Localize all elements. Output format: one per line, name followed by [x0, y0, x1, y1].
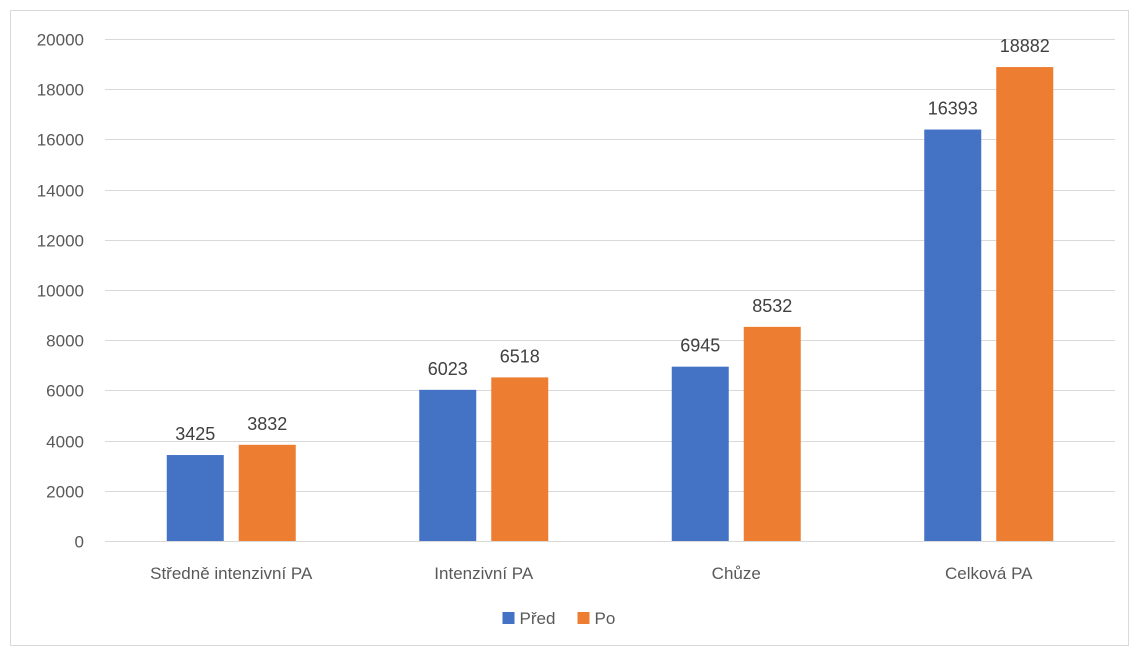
x-category-label: Celková PA: [945, 564, 1033, 583]
y-tick-label: 4000: [46, 433, 84, 452]
x-category-label: Středně intenzivní PA: [150, 564, 313, 583]
data-label: 8532: [752, 296, 792, 316]
y-tick-label: 6000: [46, 382, 84, 401]
bar-Před-0: [166, 455, 224, 541]
bar-Před-1: [419, 389, 477, 541]
y-tick-label: 2000: [46, 483, 84, 502]
x-axis: Středně intenzivní PA Intenzivní PA Chůze C…: [150, 564, 1033, 583]
legend-swatch-Před: [502, 612, 515, 624]
data-label: 6518: [500, 346, 540, 366]
y-tick-label: 12000: [37, 232, 84, 251]
y-tick-label: 18000: [37, 81, 84, 100]
data-label: 3832: [247, 414, 287, 434]
bar-Před-3: [924, 129, 982, 541]
data-label: 6023: [428, 359, 468, 379]
bar-Po-1: [491, 377, 549, 541]
data-label: 6945: [680, 336, 720, 356]
y-tick-label: 14000: [37, 182, 84, 201]
data-label: 18882: [1000, 36, 1050, 56]
data-label: 16393: [928, 99, 978, 119]
x-category-label: Chůze: [712, 564, 761, 583]
bar-Před-2: [671, 366, 729, 541]
data-labels: 3425 3832 6023 6518 6945 8532 16393 18882: [175, 36, 1050, 444]
bar-Po-3: [996, 67, 1054, 541]
y-tick-label: 20000: [37, 31, 84, 50]
data-label: 3425: [175, 424, 215, 444]
y-axis: 0 2000 4000 6000 8000 10000 12000 14000 16000 180…: [37, 31, 84, 552]
legend: Před Po: [502, 609, 616, 628]
x-category-label: Intenzivní PA: [434, 564, 534, 583]
legend-label: Před: [520, 609, 556, 628]
y-tick-label: 10000: [37, 282, 84, 301]
legend-swatch-Po: [577, 612, 590, 624]
y-tick-label: 0: [75, 533, 84, 552]
y-tick-label: 16000: [37, 131, 84, 150]
bars: [166, 67, 1054, 541]
legend-label: Po: [595, 609, 616, 628]
bar-Po-2: [743, 326, 801, 541]
y-tick-label: 8000: [46, 332, 84, 351]
bar-Po-0: [238, 444, 296, 541]
